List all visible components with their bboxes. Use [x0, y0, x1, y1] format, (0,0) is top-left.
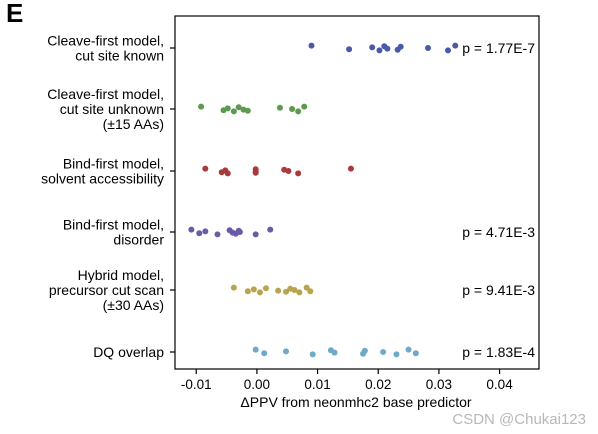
data-point	[244, 107, 251, 114]
category-label-line: precursor cut scan	[49, 282, 164, 298]
x-tick-label: 0.02	[365, 377, 391, 392]
x-tick-label: -0.01	[181, 377, 212, 392]
data-point	[295, 108, 302, 115]
x-tick-label: 0.04	[486, 377, 513, 392]
category-label-line: Bind-first model,	[63, 156, 164, 172]
data-point	[397, 43, 404, 50]
x-tick-label: 0.03	[426, 377, 452, 392]
p-value: p = 4.71E-3	[462, 224, 535, 240]
category-label-line: cut site unknown	[60, 101, 164, 117]
data-point	[291, 287, 298, 293]
p-value-labels: p = 1.77E-7 p = 4.71E-3 p = 9.41E-3 p = 1.8…	[462, 40, 535, 360]
data-point	[452, 42, 459, 49]
category-label-line: solvent accessibility	[41, 171, 164, 187]
data-point	[256, 289, 263, 296]
data-point	[301, 103, 308, 110]
plot-frame	[174, 15, 540, 370]
category-label-line: Hybrid model,	[78, 267, 164, 283]
x-axis-ticks: -0.01 0.00 0.01 0.02 0.03 0.04	[181, 369, 513, 392]
data-point	[244, 288, 251, 295]
category-label-line: (±30 AAs)	[103, 297, 164, 313]
data-point	[236, 229, 243, 235]
data-point	[347, 165, 354, 172]
data-point	[445, 47, 451, 54]
category-labels: Cleave-first model, cut site knownCleave-…	[41, 33, 175, 360]
category-label: DQ overlap	[93, 344, 164, 360]
data-point	[309, 351, 316, 358]
panel-label: E	[6, 0, 24, 28]
data-point	[230, 284, 237, 291]
data-point	[346, 46, 353, 53]
category-label: Cleave-first model, cut site unknown (±15 …	[47, 86, 164, 132]
x-tick-label: 0.01	[304, 377, 330, 392]
data-point	[296, 289, 303, 296]
category-label: Bind-first model, disorder	[63, 217, 164, 248]
category-label-line: cut site known	[75, 48, 164, 64]
watermark: CSDN @Chukai123	[452, 411, 586, 428]
category-label-line: disorder	[113, 232, 164, 248]
data-point	[393, 351, 400, 358]
data-point	[283, 348, 290, 355]
data-point	[263, 285, 269, 292]
data-point	[331, 349, 338, 356]
data-point	[188, 226, 195, 233]
data-points	[188, 42, 459, 358]
data-point	[202, 228, 209, 235]
category-label: Cleave-first model, cut site known	[47, 33, 164, 64]
data-point	[369, 44, 376, 51]
p-value: p = 1.83E-4	[462, 344, 535, 360]
data-point	[376, 47, 383, 54]
data-point	[267, 226, 274, 233]
x-axis-label: ΔPPV from neonmhc2 base predictor	[240, 394, 471, 410]
data-point	[308, 42, 315, 49]
data-point	[224, 170, 231, 177]
data-point	[235, 104, 242, 111]
data-point	[202, 165, 209, 172]
category-label-line: Cleave-first model,	[47, 86, 164, 102]
data-point	[214, 231, 221, 238]
category-label-line: (±15 AAs)	[103, 116, 164, 132]
data-point	[230, 108, 237, 115]
data-point	[198, 103, 205, 110]
data-point	[252, 169, 259, 176]
x-tick-label: 0.00	[244, 377, 270, 392]
data-point	[285, 168, 292, 174]
data-point	[307, 288, 314, 295]
data-point	[424, 45, 431, 51]
category-label: Bind-first model, solvent accessibility	[41, 156, 164, 187]
p-value: p = 1.77E-7	[462, 40, 535, 56]
data-point	[250, 286, 257, 293]
category-label-line: DQ overlap	[93, 344, 164, 360]
data-point	[405, 346, 412, 353]
category-label: Hybrid model, precursor cut scan (±30 AAs)	[49, 267, 164, 313]
data-point	[224, 105, 231, 112]
data-point	[295, 170, 302, 177]
category-label-line: Cleave-first model,	[47, 33, 164, 49]
data-point	[276, 104, 283, 111]
data-point	[275, 287, 282, 294]
data-point	[412, 350, 419, 357]
category-label-line: Bind-first model,	[63, 217, 164, 233]
data-point	[261, 350, 268, 357]
data-point	[252, 231, 259, 238]
data-point	[252, 346, 259, 353]
data-point	[384, 45, 391, 52]
data-point	[361, 347, 368, 354]
data-point	[289, 106, 296, 112]
data-point	[196, 230, 203, 237]
p-value: p = 9.41E-3	[462, 282, 535, 298]
data-point	[283, 288, 290, 295]
data-point	[380, 349, 387, 355]
